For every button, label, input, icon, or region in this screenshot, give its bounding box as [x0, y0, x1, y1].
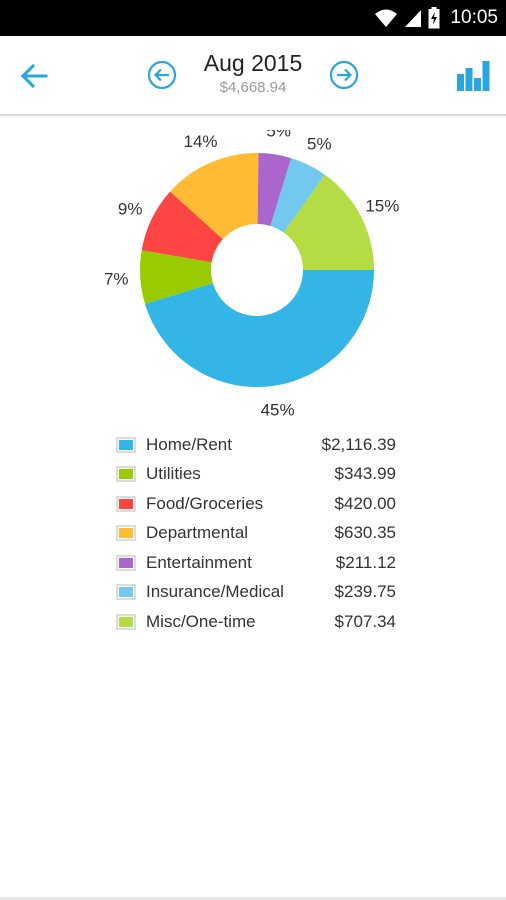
legend-category-name: Misc/One-time — [146, 611, 256, 631]
period-title: Aug 2015 — [203, 50, 303, 76]
legend-amount: $343.99 — [334, 464, 396, 484]
legend-category-name: Insurance/Medical — [146, 582, 284, 602]
legend-item: Food/Groceries $420.00 — [116, 489, 396, 519]
legend-item: Home/Rent $2,116.39 — [116, 430, 396, 460]
battery-icon — [428, 7, 440, 29]
legend-category-name: Entertainment — [146, 552, 252, 572]
donut-slice — [145, 270, 374, 388]
slice-percent-label: 5% — [307, 135, 332, 154]
slice-percent-label: 7% — [104, 270, 129, 289]
next-month-button[interactable] — [328, 59, 360, 91]
donut-slice — [141, 191, 223, 263]
legend-swatch — [116, 613, 136, 630]
legend-amount: $630.35 — [334, 523, 396, 543]
legend-swatch — [116, 466, 136, 483]
legend-swatch — [116, 495, 136, 512]
legend-item: Misc/One-time $707.34 — [116, 607, 396, 637]
legend-item: Departmental $630.35 — [116, 519, 396, 549]
legend-item: Utilities $343.99 — [116, 460, 396, 490]
legend-amount: $239.75 — [334, 582, 396, 602]
bottom-divider — [0, 897, 506, 900]
legend-swatch — [116, 436, 136, 453]
signal-icon — [405, 10, 422, 27]
app-bar: Aug 2015 $4,668.94 — [0, 36, 506, 116]
back-button[interactable] — [14, 58, 54, 94]
legend-category-name: Home/Rent — [146, 434, 232, 454]
slice-percent-label: 14% — [184, 132, 218, 151]
donut-slice — [170, 153, 259, 240]
legend-category-name: Food/Groceries — [146, 493, 264, 513]
slice-percent-label: 45% — [261, 400, 295, 419]
legend-amount: $2,116.39 — [321, 434, 396, 454]
previous-month-button[interactable] — [146, 59, 178, 91]
period-total: $4,668.94 — [219, 79, 287, 96]
donut-slice — [270, 158, 325, 233]
legend-swatch — [116, 525, 136, 542]
donut-slice — [257, 153, 292, 227]
status-time: 10:05 — [450, 7, 498, 28]
next-circle-arrow-icon — [329, 60, 359, 90]
chart-view-button[interactable] — [452, 58, 494, 94]
legend-amount: $420.00 — [334, 493, 396, 513]
slice-percent-label: 9% — [118, 199, 143, 218]
donut-slice — [140, 250, 213, 304]
legend-amount: $707.34 — [334, 611, 396, 631]
donut-chart: 45% 7% 9% 14% 5% 5% 15% — [0, 122, 506, 420]
slice-percent-label: 15% — [365, 196, 399, 215]
legend: Home/Rent $2,116.39 Utilities $343.99 Food/G… — [116, 430, 396, 637]
period-header: Aug 2015 $4,668.94 — [183, 49, 323, 99]
back-arrow-icon — [20, 63, 48, 89]
status-icons: 10:05 — [374, 0, 498, 36]
legend-item: Entertainment $211.12 — [116, 548, 396, 578]
slice-percent-label: 5% — [266, 130, 291, 141]
legend-swatch — [116, 554, 136, 571]
donut-slice — [283, 174, 374, 270]
legend-amount: $211.12 — [335, 552, 396, 572]
wifi-icon — [375, 9, 398, 27]
prev-circle-arrow-icon — [147, 60, 177, 90]
legend-category-name: Utilities — [146, 464, 201, 484]
bar-chart-icon — [457, 61, 490, 91]
status-bar: 10:05 — [0, 0, 506, 36]
legend-swatch — [116, 584, 136, 601]
legend-item: Insurance/Medical $239.75 — [116, 578, 396, 608]
legend-category-name: Departmental — [146, 523, 249, 543]
donut-chart-svg: 45% 7% 9% 14% 5% 5% 15% — [104, 122, 399, 420]
